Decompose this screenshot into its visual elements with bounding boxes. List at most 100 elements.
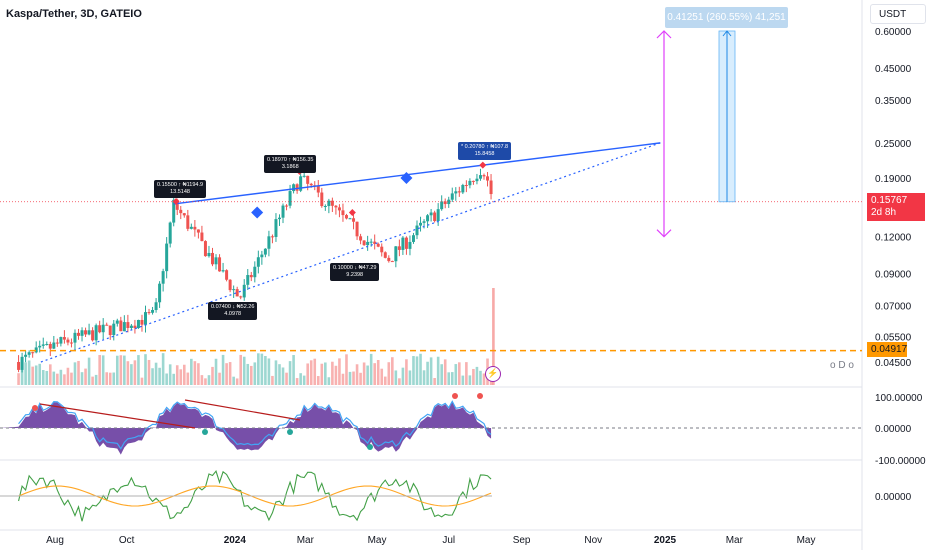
candle-body: [316, 185, 320, 193]
volume-bar: [355, 364, 359, 385]
price-tick-label: 0.25000: [875, 139, 912, 150]
volume-bar: [228, 362, 232, 385]
volume-bar: [105, 372, 109, 385]
lightning-icon[interactable]: ⚡: [485, 366, 501, 382]
candle-body: [461, 185, 465, 193]
volume-bar: [264, 356, 267, 385]
candle-body: [87, 330, 91, 335]
candle-body: [422, 221, 426, 223]
candle-body: [144, 312, 148, 325]
candle-body: [175, 199, 179, 210]
time-axis-label: May: [797, 535, 816, 546]
time-axis-label: Aug: [46, 535, 64, 546]
candle-body: [330, 200, 334, 206]
signal-marker: [251, 206, 264, 219]
volume-bar: [221, 354, 225, 385]
candle-body: [203, 241, 207, 257]
time-axis-label: Mar: [726, 535, 744, 546]
candle-body: [489, 180, 493, 195]
price-tick-label: 0.09000: [875, 269, 912, 280]
volume-bar: [190, 358, 193, 385]
volume-bar: [327, 377, 331, 385]
candle-body: [232, 289, 236, 291]
projection-label: 0.41251 (260.55%) 41,251: [665, 7, 788, 28]
candle-body: [344, 215, 348, 219]
volume-bar: [87, 357, 91, 385]
resistance-trendline: [173, 142, 661, 205]
volume-bar: [492, 288, 495, 385]
support-trendline: [40, 142, 661, 363]
volume-bar: [242, 356, 246, 385]
candle-body: [66, 339, 70, 343]
candle-body: [80, 330, 84, 336]
volume-bar: [366, 365, 369, 385]
candle-body: [334, 205, 338, 208]
volume-bar: [80, 372, 84, 385]
candle-body: [309, 183, 313, 186]
price-tick-label: 0.07000: [875, 302, 912, 313]
candle-body: [112, 323, 116, 336]
candle-body: [31, 352, 35, 354]
volume-bar: [292, 355, 295, 385]
candle-body: [348, 218, 352, 220]
candle-body: [383, 252, 387, 258]
candle-body: [27, 352, 31, 355]
candle-body: [200, 232, 204, 242]
candle-body: [355, 221, 359, 237]
volume-bar: [348, 371, 352, 385]
candle-body: [270, 236, 274, 238]
volume-bar: [193, 361, 197, 385]
volume-bar: [408, 370, 412, 385]
candle-body: [239, 296, 243, 298]
time-axis-label: Oct: [119, 535, 135, 546]
volume-bar: [101, 355, 105, 385]
volume-bar: [48, 364, 52, 385]
volume-bar: [70, 372, 73, 385]
candle-body: [397, 246, 401, 250]
candle-body: [337, 207, 341, 211]
candle-body: [447, 199, 451, 205]
volume-bar: [295, 378, 299, 385]
candle-body: [454, 191, 458, 194]
volume-bar: [267, 358, 271, 385]
oscillator-signal-line: [18, 400, 492, 450]
candle-body: [62, 337, 66, 340]
volume-bar: [133, 360, 137, 385]
oscillator-dot: [477, 393, 483, 399]
candle-body: [193, 226, 197, 230]
currency-selector[interactable]: USDT: [870, 4, 926, 24]
oscillator-tick-label: 100.00000: [875, 393, 923, 404]
odo-indicator: o D o: [830, 360, 854, 371]
oscillator-tick-label: 0.00000: [875, 424, 912, 435]
volume-bar: [373, 363, 376, 385]
candle-body: [285, 205, 289, 207]
alert-price-tag[interactable]: 0.04917: [867, 342, 907, 357]
volume-bar: [56, 373, 59, 385]
candle-body: [115, 320, 119, 324]
candle-body: [69, 342, 73, 344]
volume-bar: [158, 367, 161, 385]
oscillator-tick-label: -100.00000: [875, 456, 926, 467]
price-range-arrowhead: [722, 30, 732, 37]
candle-body: [172, 199, 176, 223]
lower-tick-label: 0.00000: [875, 492, 912, 503]
volume-bar: [422, 370, 426, 385]
volume-bar: [401, 367, 405, 385]
volume-bar: [175, 365, 179, 385]
volume-bar: [299, 373, 302, 385]
price-tick-label: 0.60000: [875, 27, 912, 38]
candle-body: [151, 309, 155, 313]
callout-high-3: * 0.20780 ↑ ₦107.8 15.8458: [458, 142, 512, 160]
volume-bar: [313, 358, 317, 385]
candle-body: [366, 241, 370, 246]
volume-bar: [140, 377, 144, 385]
volume-bar: [207, 375, 211, 385]
symbol-title[interactable]: Kaspa/Tether, 3D, GATEIO: [6, 8, 142, 20]
candle-body: [189, 226, 193, 229]
volume-bar: [52, 371, 56, 385]
volume-bar: [468, 375, 472, 385]
volume-bar: [454, 364, 458, 385]
candle-body: [210, 252, 214, 265]
candle-body: [48, 343, 52, 349]
